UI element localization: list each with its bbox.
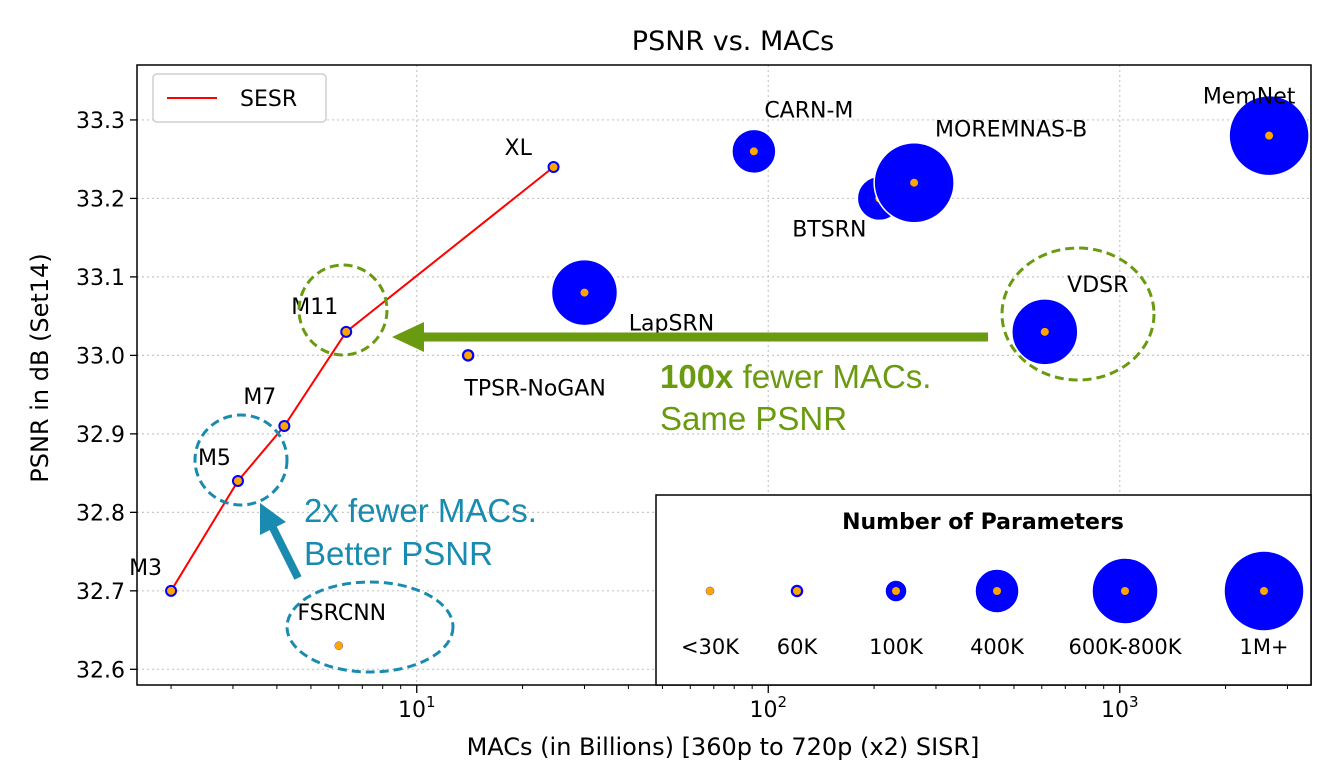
size-legend-marker-center-2 xyxy=(892,587,900,595)
size-legend: Number of Parameters <30K 60K 100K 400K 600K-… xyxy=(655,494,1312,686)
y-tick-label: 32.6 xyxy=(76,658,125,683)
y-tick-label: 32.8 xyxy=(76,501,125,526)
line-legend: SESR xyxy=(152,73,327,123)
x-tick-label: 101 xyxy=(398,693,436,723)
m11-highlight-ellipse xyxy=(297,263,389,357)
fsrcnn-highlight-ellipse xyxy=(285,580,455,674)
size-legend-label: 1M+ xyxy=(1239,635,1288,659)
sesr-point-label: M5 xyxy=(198,446,231,471)
vdsr-highlight-ellipse xyxy=(1000,246,1156,382)
sesr-point-m11 xyxy=(340,325,353,338)
size-legend-marker-center-3 xyxy=(993,587,1001,595)
sesr-point-m7 xyxy=(278,420,291,433)
model-label: BTSRN xyxy=(792,217,866,242)
x-tick-label: 102 xyxy=(749,693,787,723)
size-legend-label: 600K-800K xyxy=(1068,635,1182,659)
y-tick-label: 33.2 xyxy=(76,187,125,212)
bubble-center-moremnas-b xyxy=(910,178,919,187)
model-label: FSRCNN xyxy=(297,601,386,626)
size-legend-marker-center-4 xyxy=(1121,587,1129,595)
bubble-center-lapsrn xyxy=(580,288,589,297)
line-legend-box xyxy=(152,73,327,123)
model-label: LapSRN xyxy=(629,312,714,337)
sesr-point-xl xyxy=(547,161,560,174)
size-legend-marker-center-5 xyxy=(1260,587,1268,595)
annotations: 100x fewer MACs. Same PSNR 2x fewer MACs. B… xyxy=(193,246,1156,674)
model-bubbles: FSRCNN TPSR-NoGAN LapSRN CARN-M BTSRN MOREMNA… xyxy=(297,85,1310,652)
model-label: MemNet xyxy=(1203,85,1296,110)
green-arrow-head xyxy=(392,322,424,352)
bubble-center-memnet xyxy=(1265,131,1274,140)
green-annotation-line1: 100x fewer MACs. xyxy=(660,358,931,395)
model-label: CARN-M xyxy=(764,98,853,123)
sesr-point-m5 xyxy=(231,474,244,487)
bubble-center-vdsr xyxy=(1040,327,1049,336)
size-legend-label: 100K xyxy=(869,635,924,659)
blue-annotation-line1: 2x fewer MACs. xyxy=(304,492,537,529)
sesr-point-label: M7 xyxy=(243,385,276,410)
sesr-point-label: XL xyxy=(505,136,533,161)
x-axis-label: MACs (in Billions) [360p to 720p (x2) SI… xyxy=(467,733,980,761)
green-annotation-line2: Same PSNR xyxy=(660,400,847,437)
size-legend-label: 400K xyxy=(970,635,1025,659)
y-tick-label: 32.7 xyxy=(76,580,125,605)
size-legend-label: <30K xyxy=(681,635,740,659)
y-tick-label: 33.3 xyxy=(76,109,125,134)
chart-title: PSNR vs. MACs xyxy=(632,26,834,57)
y-tick-label: 33.1 xyxy=(76,266,125,291)
blue-arrow-head xyxy=(260,503,286,535)
model-label: TPSR-NoGAN xyxy=(463,376,605,401)
size-legend-marker-center-1 xyxy=(793,587,801,595)
size-legend-label: 60K xyxy=(777,635,819,659)
model-label: MOREMNAS-B xyxy=(935,118,1087,143)
blue-annotation-line2: Better PSNR xyxy=(304,535,493,572)
m5-highlight-ellipse xyxy=(193,413,289,507)
line-legend-label: SESR xyxy=(240,87,297,112)
bubble-center-fsrcnn xyxy=(334,641,343,650)
blue-arrow-shaft xyxy=(268,524,302,580)
size-legend-title: Number of Parameters xyxy=(842,510,1124,535)
y-tick-label: 33.0 xyxy=(76,344,125,369)
y-tick-label: 32.9 xyxy=(76,423,125,448)
bubble-center-carn-m xyxy=(749,147,758,156)
sesr-point-label: M3 xyxy=(129,556,162,581)
size-legend-marker-center-0 xyxy=(706,587,714,595)
model-label: VDSR xyxy=(1067,273,1128,298)
y-axis-label: PSNR in dB (Set14) xyxy=(26,253,54,482)
axes: 32.6 32.7 32.8 32.9 33.0 33.1 33.2 33.3 101 102 10… xyxy=(76,64,1312,723)
sesr-point-m3 xyxy=(165,584,178,597)
x-tick-label: 103 xyxy=(1101,693,1139,723)
bubble-center-tpsr-nogan xyxy=(464,351,473,360)
